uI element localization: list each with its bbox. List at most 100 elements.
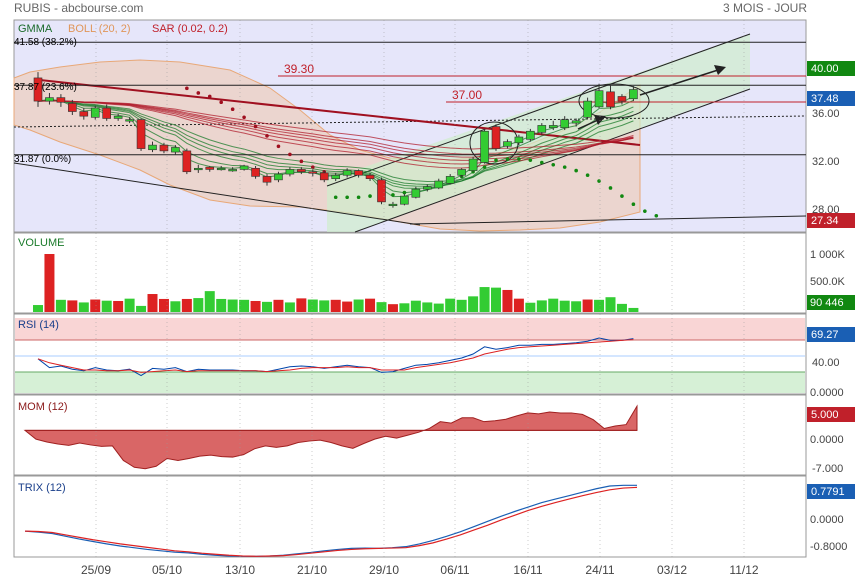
sar-point (333, 195, 338, 200)
volume-bar (525, 302, 536, 312)
support-line-2 (409, 215, 807, 225)
volume-bar (78, 302, 89, 312)
arrow-shaft-2 (577, 119, 599, 130)
volume-bar (571, 301, 582, 312)
candle-body (136, 119, 146, 149)
volume-title: VOLUME (18, 237, 64, 249)
volume-bar (181, 298, 192, 312)
badge-40 (807, 61, 855, 76)
trix-line (24, 484, 637, 557)
candle-body (148, 144, 157, 151)
volume-bar (365, 298, 376, 312)
mom-title: MOM (12) (18, 401, 68, 413)
volume-bar (101, 300, 112, 312)
volume-bar (353, 299, 364, 312)
candle-body (548, 125, 558, 129)
x-tick-label: 03/12 (657, 563, 687, 577)
volume-bar (479, 287, 490, 312)
candle-body (365, 174, 375, 180)
volume-bar (616, 303, 627, 312)
candle-body (262, 176, 272, 183)
gmma-line-30 (37, 100, 634, 169)
volume-bar (113, 300, 124, 312)
candle-body (457, 169, 466, 176)
fib-label-382: 41.58 (38.2%) (14, 37, 77, 48)
volume-bar (193, 298, 204, 312)
trix-tick-neg08: -0.8000 (810, 541, 847, 553)
sar-point (391, 193, 395, 197)
rsi-tick-0: 0.0000 (810, 387, 844, 399)
gmma-line-10 (37, 99, 634, 187)
level-label-3930: 39.30 (284, 62, 314, 76)
mom-badge (807, 407, 855, 422)
candle-body (194, 167, 203, 171)
volume-badge (807, 295, 855, 310)
candle-body (526, 130, 535, 140)
volume-bar (491, 287, 501, 312)
circle-annotation-2 (578, 83, 650, 119)
volume-bar (158, 298, 169, 312)
rsi-overbought-zone (15, 318, 805, 340)
mom-tick-neg7: -7.000 (812, 463, 843, 475)
gmma-line-35 (37, 100, 634, 165)
gmma-line-50 (37, 100, 634, 155)
legend-gmma: GMMA (18, 23, 53, 35)
volume-bar (124, 298, 135, 312)
sar-point (654, 213, 659, 218)
candle-body (33, 77, 43, 102)
site-title: RUBIS - abcbourse.com (14, 1, 144, 15)
candle-body (503, 141, 512, 147)
sar-point (505, 157, 510, 161)
volume-bar (273, 299, 284, 312)
volume-bar (548, 298, 559, 312)
sar-point (242, 115, 246, 120)
trix-tick-0: 0.0000 (810, 514, 844, 526)
sar-point (528, 158, 533, 162)
candle-body (171, 147, 180, 153)
arrow-head-1 (714, 65, 726, 75)
badge-low-text: 27.34 (811, 215, 839, 227)
legend-boll: BOLL (20, 2) (68, 23, 131, 35)
candle-body (480, 130, 489, 163)
sar-point (299, 159, 304, 164)
volume-bar (239, 299, 250, 312)
sar-point (643, 209, 647, 213)
momentum-series (23, 404, 638, 470)
candle-body (297, 169, 306, 173)
candle-body (285, 169, 295, 175)
candle-body (68, 103, 77, 112)
rsi-series (37, 337, 634, 377)
candle-body (594, 90, 604, 108)
sar-point (288, 152, 292, 157)
sar-point (368, 194, 372, 198)
sar-point (597, 179, 601, 183)
candle-body (537, 125, 547, 133)
trix-badge (807, 484, 855, 499)
candle-body (239, 165, 249, 170)
sar-point (551, 163, 556, 167)
candle-body (319, 172, 329, 181)
badge-last-text: 37.48 (811, 93, 839, 105)
volume-bar (170, 301, 181, 312)
trix-signal-line (24, 486, 638, 557)
volume-bar (559, 300, 570, 312)
candle-body (629, 89, 638, 100)
candle-body (571, 120, 581, 124)
x-tick-label: 11/12 (729, 563, 758, 577)
sar-point (185, 86, 189, 91)
sar-point (562, 165, 567, 169)
sar-point (620, 194, 624, 198)
candle-body (79, 111, 89, 117)
candle-body (606, 91, 615, 108)
sar-point (517, 157, 521, 161)
volume-bar (250, 300, 261, 312)
trix-title: TRIX (12) (18, 482, 66, 494)
volume-bar (55, 299, 66, 312)
price-tick-36: 36.00 (812, 108, 840, 120)
fib-label-0: 31.87 (0.0%) (14, 154, 71, 165)
volume-bar (605, 297, 616, 312)
sar-point (311, 165, 315, 169)
volume-bar (227, 299, 238, 312)
mom-badge-text: 5.000 (811, 409, 839, 421)
